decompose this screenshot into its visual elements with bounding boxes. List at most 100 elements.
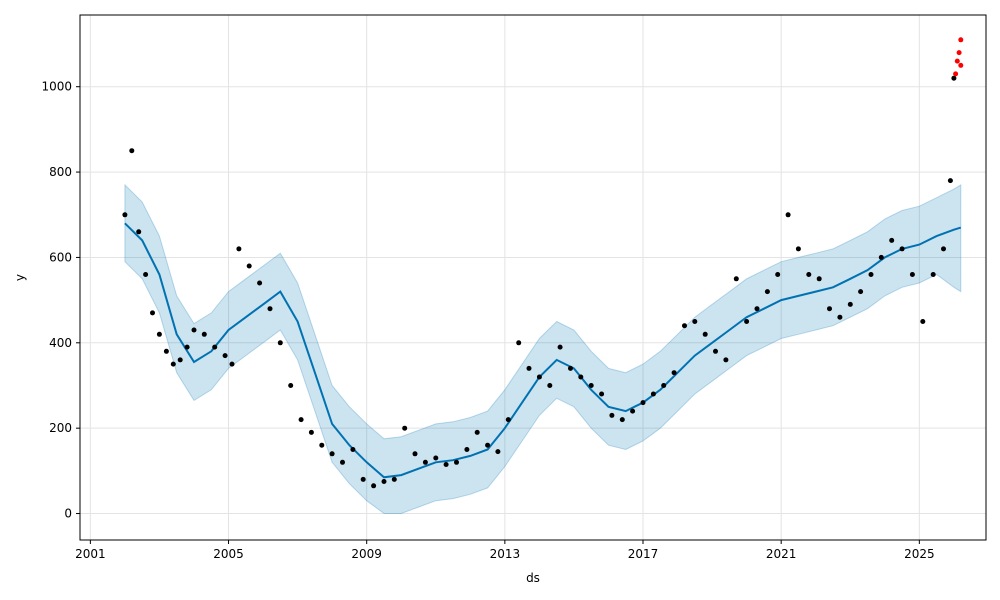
y-tick-label: 600 xyxy=(49,250,72,264)
observed-point xyxy=(909,272,915,277)
observed-point xyxy=(402,425,408,431)
y-axis-ticks: 0 200 400 600 800 1000 xyxy=(41,80,80,521)
observed-point xyxy=(723,357,729,363)
y-tick-label: 800 xyxy=(49,165,72,179)
observed-point xyxy=(288,383,294,388)
x-tick-label: 2017 xyxy=(628,547,659,561)
observed-point xyxy=(277,340,283,346)
observed-point xyxy=(619,417,625,423)
observed-point xyxy=(340,459,345,465)
observed-point xyxy=(201,331,207,337)
x-tick-label: 2013 xyxy=(490,547,521,561)
observed-point xyxy=(433,455,439,461)
highlight-point xyxy=(954,58,960,64)
observed-point xyxy=(889,237,895,243)
grid-lines xyxy=(80,15,986,540)
highlight-points xyxy=(953,37,964,77)
observed-point xyxy=(837,314,843,320)
observed-point xyxy=(381,479,387,484)
observed-point xyxy=(764,289,770,295)
observed-point xyxy=(156,331,162,337)
observed-point xyxy=(246,263,252,269)
observed-point xyxy=(599,391,605,397)
observed-point xyxy=(733,276,739,282)
observed-point xyxy=(868,272,874,277)
observed-point xyxy=(536,374,542,380)
highlight-point xyxy=(956,50,962,56)
y-tick-label: 1000 xyxy=(41,80,72,94)
observed-point xyxy=(495,449,501,455)
observed-point xyxy=(329,451,335,457)
y-tick-label: 0 xyxy=(64,507,72,521)
observed-point xyxy=(682,323,687,329)
observed-point xyxy=(827,306,832,312)
observed-point xyxy=(371,483,377,489)
observed-point xyxy=(858,289,864,295)
x-tick-label: 2001 xyxy=(75,547,106,561)
observed-point xyxy=(785,212,791,218)
observed-point xyxy=(941,246,946,252)
observed-point xyxy=(609,412,615,418)
observed-point xyxy=(184,344,190,350)
highlight-point xyxy=(958,62,964,68)
forecast-line xyxy=(124,222,962,479)
x-tick-label: 2025 xyxy=(904,547,935,561)
observed-point xyxy=(702,331,708,337)
observed-point xyxy=(692,319,698,324)
observed-point xyxy=(951,75,957,81)
observed-point xyxy=(464,447,470,452)
observed-point xyxy=(630,408,636,414)
observed-point xyxy=(236,246,242,252)
observed-point xyxy=(474,429,480,435)
observed-point xyxy=(588,383,594,388)
observed-point xyxy=(229,361,235,367)
observed-point xyxy=(806,272,812,277)
plot-frame xyxy=(79,14,987,541)
observed-point xyxy=(878,254,884,260)
observed-point xyxy=(847,301,853,307)
observed-point xyxy=(754,306,760,312)
observed-point xyxy=(422,459,428,465)
observed-point xyxy=(578,374,584,380)
observed-point xyxy=(930,272,936,277)
observed-point xyxy=(298,417,304,423)
y-tick-label: 200 xyxy=(49,421,72,435)
forecast-yhat-line xyxy=(124,222,962,479)
observed-points xyxy=(122,75,957,489)
x-tick-label: 2005 xyxy=(213,547,244,561)
observed-point xyxy=(485,442,491,448)
observed-point xyxy=(150,310,155,316)
observed-point xyxy=(212,344,218,350)
observed-point xyxy=(899,246,905,252)
observed-point xyxy=(170,361,176,367)
observed-point xyxy=(547,383,553,388)
observed-point xyxy=(454,459,459,465)
observed-point xyxy=(163,348,169,354)
y-axis-label: y xyxy=(13,274,27,281)
observed-point xyxy=(650,391,656,397)
highlight-point xyxy=(953,71,959,77)
observed-point xyxy=(671,370,677,376)
observed-point xyxy=(661,383,667,388)
x-axis-label: ds xyxy=(526,571,540,585)
observed-point xyxy=(947,178,953,184)
x-axis-ticks: 2001 2005 2009 2013 2017 2021 2025 xyxy=(75,540,935,561)
observed-point xyxy=(505,417,511,423)
observed-point xyxy=(557,344,563,350)
observed-point xyxy=(920,319,926,324)
observed-point xyxy=(516,340,522,346)
y-tick-label: 400 xyxy=(49,336,72,350)
observed-point xyxy=(319,442,325,448)
observed-point xyxy=(744,319,750,324)
observed-point xyxy=(222,353,228,359)
observed-point xyxy=(136,229,142,235)
observed-point xyxy=(775,272,781,277)
observed-point xyxy=(143,272,149,277)
observed-point xyxy=(191,327,197,333)
observed-point xyxy=(526,365,532,371)
observed-point xyxy=(816,276,822,282)
observed-point xyxy=(412,451,418,457)
observed-point xyxy=(308,429,314,435)
observed-point xyxy=(795,246,801,252)
observed-point xyxy=(350,447,356,452)
